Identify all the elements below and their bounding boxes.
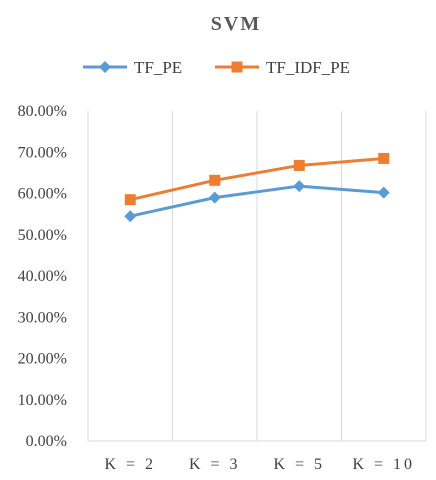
legend-marker: [231, 61, 243, 73]
x-axis-ticks: K = 2 K = 3 K = 5 K = 10: [104, 456, 415, 473]
data-point: [377, 186, 390, 199]
y-tick-label: 20.00%: [18, 351, 67, 368]
chart-title: SVM: [211, 13, 261, 35]
legend-item: TF_IDF_PE: [215, 58, 350, 77]
data-point: [293, 180, 306, 193]
x-tick-label: K = 3: [189, 456, 241, 473]
legend-label: TF_IDF_PE: [266, 58, 350, 77]
y-tick-label: 60.00%: [18, 186, 67, 203]
y-tick-label: 50.00%: [18, 227, 67, 244]
y-tick-label: 10.00%: [18, 392, 67, 409]
y-tick-label: 30.00%: [18, 309, 67, 326]
data-point: [209, 174, 221, 186]
legend: TF_PE TF_IDF_PE: [83, 58, 350, 77]
data-point: [124, 210, 137, 223]
legend-item: TF_PE: [83, 58, 182, 77]
y-tick-label: 70.00%: [18, 144, 67, 161]
data-point: [124, 194, 136, 206]
series-line: [129, 184, 384, 218]
series-group: [124, 152, 390, 223]
y-tick-label: 0.00%: [26, 433, 67, 450]
y-tick-label: 40.00%: [18, 268, 67, 285]
data-point: [378, 152, 390, 164]
legend-label: TF_PE: [134, 58, 182, 77]
data-point: [208, 191, 221, 204]
series-tf-idf-pe: [124, 152, 390, 206]
y-axis-ticks: 0.00% 10.00% 20.00% 30.00% 40.00% 50.00% 60.00…: [18, 103, 67, 450]
x-tick-label: K = 10: [352, 456, 415, 473]
data-point: [293, 159, 305, 171]
legend-marker: [99, 61, 111, 73]
x-tick-label: K = 2: [104, 456, 156, 473]
x-tick-label: K = 5: [273, 456, 325, 473]
series-line: [129, 156, 384, 202]
y-tick-label: 80.00%: [18, 103, 67, 120]
gridlines: [87, 111, 427, 442]
series-tf-pe: [124, 180, 390, 223]
